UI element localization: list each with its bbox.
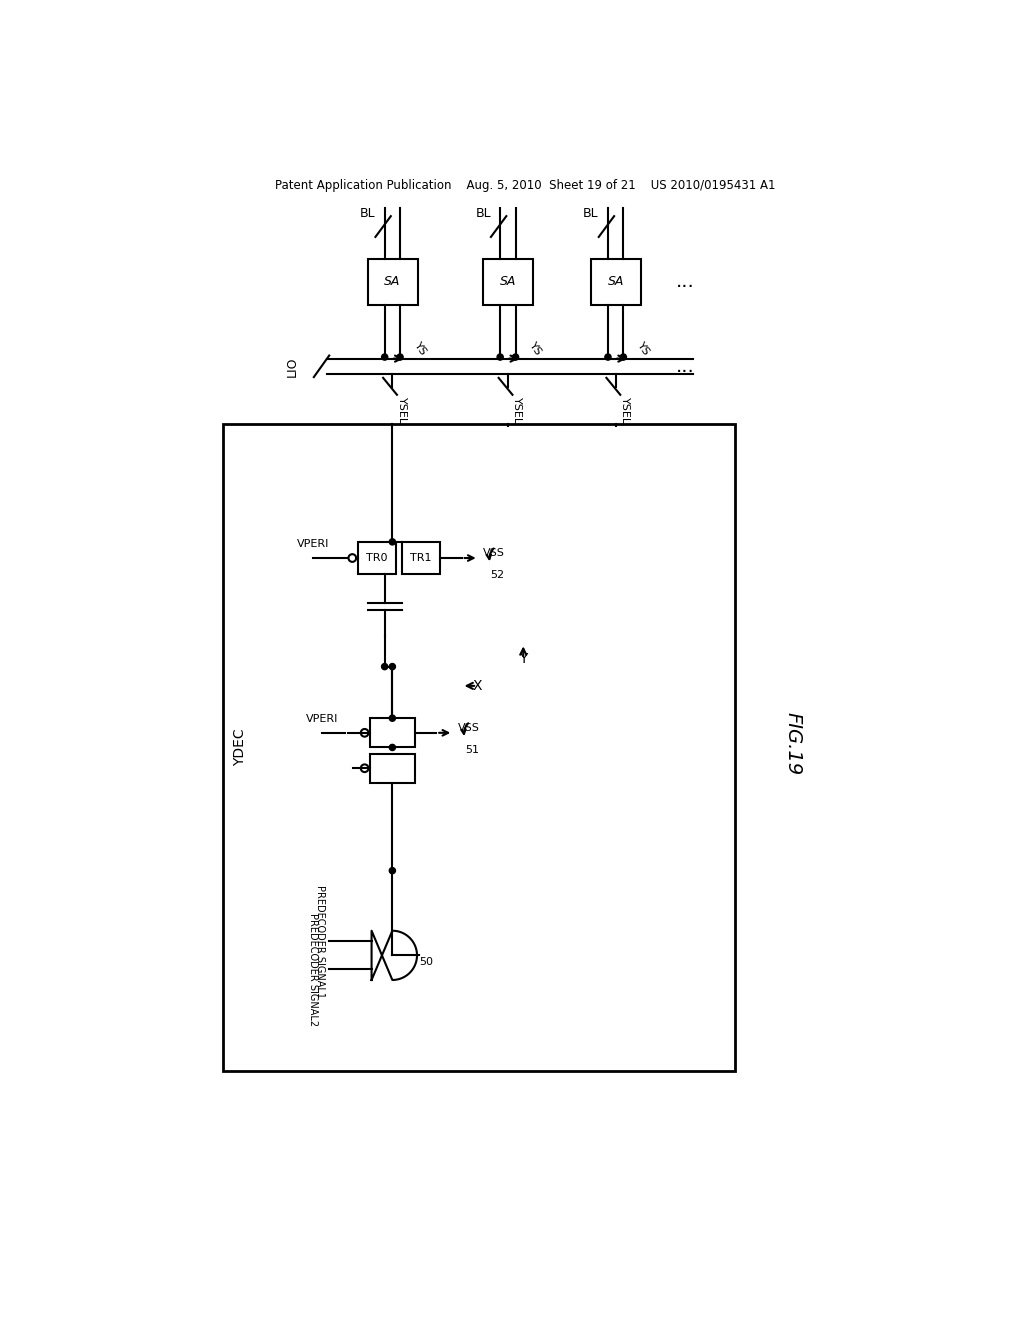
- Circle shape: [348, 554, 356, 562]
- Text: BL: BL: [475, 207, 492, 220]
- Text: TR0: TR0: [367, 553, 388, 564]
- Circle shape: [360, 764, 369, 772]
- Circle shape: [397, 354, 403, 360]
- Text: YSEL: YSEL: [512, 396, 522, 424]
- Bar: [370, 754, 415, 783]
- Text: YS: YS: [635, 341, 651, 358]
- Bar: [223, 424, 735, 1071]
- Text: Patent Application Publication    Aug. 5, 2010  Sheet 19 of 21    US 2010/019543: Patent Application Publication Aug. 5, 2…: [274, 178, 775, 191]
- Text: SA: SA: [607, 275, 624, 288]
- Text: VSS: VSS: [483, 548, 505, 558]
- Text: VPERI: VPERI: [306, 714, 339, 723]
- Text: LIO: LIO: [286, 356, 299, 376]
- Bar: [357, 541, 396, 574]
- Circle shape: [605, 354, 611, 360]
- Bar: [368, 259, 418, 305]
- Text: SA: SA: [500, 275, 516, 288]
- Text: Y: Y: [519, 652, 527, 665]
- Circle shape: [497, 354, 503, 360]
- Bar: [401, 541, 440, 574]
- Circle shape: [389, 744, 395, 751]
- Circle shape: [389, 539, 395, 545]
- Circle shape: [382, 354, 388, 360]
- Text: YSEL: YSEL: [397, 396, 407, 424]
- Text: YS: YS: [527, 341, 544, 358]
- Text: BL: BL: [584, 207, 599, 220]
- Circle shape: [389, 664, 395, 669]
- Bar: [370, 718, 415, 747]
- Text: YS: YS: [412, 341, 428, 358]
- Circle shape: [621, 354, 627, 360]
- Text: 50: 50: [419, 957, 433, 966]
- Bar: [483, 259, 534, 305]
- Text: BL: BL: [359, 207, 376, 220]
- Text: YSEL: YSEL: [621, 396, 631, 424]
- Circle shape: [382, 664, 388, 669]
- Text: SA: SA: [384, 275, 400, 288]
- Circle shape: [360, 729, 369, 737]
- Text: 51: 51: [465, 744, 479, 755]
- Text: FIG.19: FIG.19: [783, 711, 802, 775]
- Circle shape: [512, 354, 518, 360]
- Text: PREDECODER SIGNAL1: PREDECODER SIGNAL1: [315, 884, 326, 998]
- Text: PREDECODER SIGNAL2: PREDECODER SIGNAL2: [307, 912, 317, 1026]
- Text: VPERI: VPERI: [297, 539, 330, 549]
- Text: X: X: [472, 678, 482, 693]
- Circle shape: [389, 867, 395, 874]
- Text: VSS: VSS: [458, 723, 479, 733]
- Text: ...: ...: [676, 356, 694, 376]
- Text: 52: 52: [490, 570, 504, 579]
- Text: ...: ...: [676, 272, 694, 292]
- Circle shape: [389, 715, 395, 721]
- Text: YDEC: YDEC: [232, 729, 247, 767]
- Text: TR1: TR1: [410, 553, 431, 564]
- Bar: [591, 259, 641, 305]
